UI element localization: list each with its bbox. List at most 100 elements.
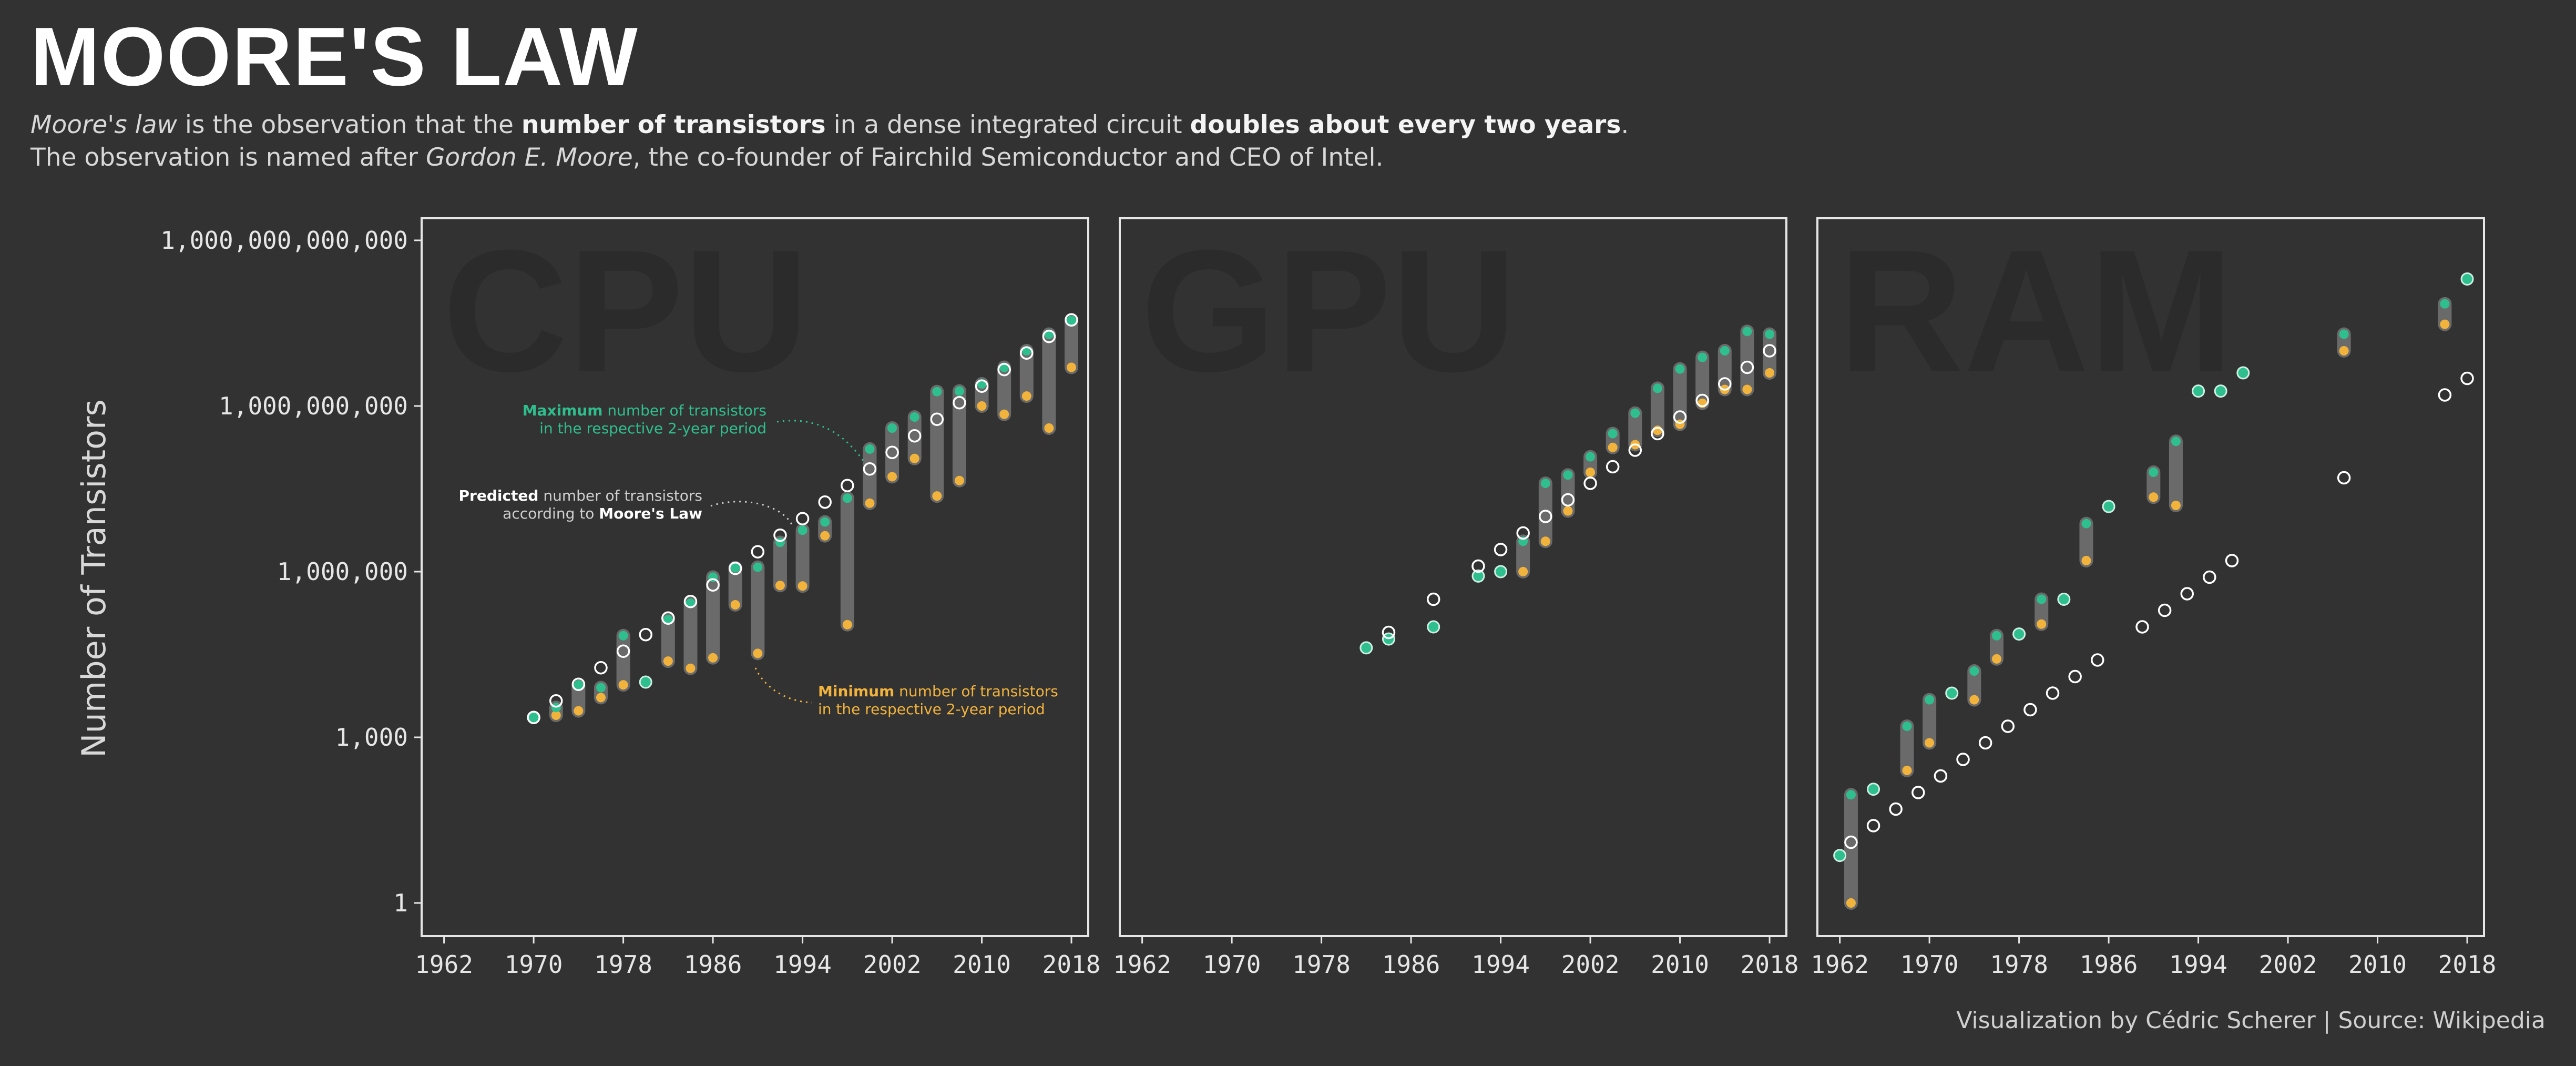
y-tick-label: 1,000 [335,723,408,752]
max-point [1067,316,1077,326]
max-point [2171,436,2181,446]
predicted-point [863,462,877,476]
max-point [2102,500,2115,513]
x-tick-label: 1962 [415,950,473,979]
min-point [1021,391,1031,401]
predicted-point [2203,570,2216,584]
annotation-predicted-line2: according to Moore's Law [503,505,702,522]
predicted-point [1471,559,1485,573]
predicted-point [885,445,899,459]
annotation-min-connector [754,667,813,704]
x-tick-label: 1978 [594,950,652,979]
panel-watermark-cpu: CPU [443,214,809,408]
subtitle-text: is the observation that the [177,110,522,139]
subtitle-text: in a dense integrated circuit [825,110,1190,139]
max-point [2037,594,2047,604]
predicted-point [706,578,720,592]
predicted-point [1065,313,1078,327]
min-point [2171,501,2181,510]
predicted-point [1628,443,1642,457]
max-point [2192,384,2205,398]
predicted-point [930,412,944,426]
predicted-point [1651,427,1664,441]
max-point [2012,627,2026,641]
predicted-point [1539,510,1552,523]
annotation-min-line1: Minimum number of transistors [818,683,1058,700]
predicted-point [2001,719,2015,733]
predicted-point [1042,329,1056,343]
max-point [2149,468,2159,477]
y-axis-label: Number of Transistors [75,399,113,758]
x-tick-label: 2010 [2348,950,2407,979]
max-point [1359,641,1373,655]
max-point [1742,327,1752,337]
max-point [2057,593,2071,606]
x-tick-label: 1970 [505,950,563,979]
max-point [932,387,942,397]
predicted-point [1911,786,1925,799]
predicted-point [2180,587,2194,601]
subtitle-bold-transistors: number of transistors [521,110,826,139]
min-point [887,472,897,482]
predicted-point [1889,802,1903,816]
predicted-point [527,710,540,724]
min-point [2339,346,2349,356]
max-point [1969,666,1979,676]
max-point [1652,383,1662,393]
predicted-point [907,429,922,443]
min-point [954,475,964,485]
predicted-point [1494,543,1508,556]
max-point [1991,631,2001,641]
min-point [977,401,987,411]
x-tick-label: 1978 [1990,950,2048,979]
min-point [820,531,830,541]
max-point [1427,620,1440,634]
max-point [2440,299,2450,309]
min-point [730,600,740,610]
predicted-point [2225,554,2239,567]
max-point [865,444,875,454]
x-tick-label: 1994 [2169,950,2227,979]
panel-cpu: CPU 1962 1970 1978 1986 1994 2002 2010 2018 1 1,00… [160,214,1100,979]
y-tick-label: 1 [393,889,408,917]
max-point [909,412,919,422]
x-tick-label: 1962 [1113,950,1171,979]
subtitle-bold-doubles: doubles about every two years [1190,110,1621,139]
min-point [551,710,561,720]
max-point [2460,272,2474,286]
predicted-point [1382,625,1396,639]
max-point [887,423,897,433]
max-point [2081,519,2091,529]
min-point [1902,766,1912,775]
x-tick-label: 2002 [2259,950,2317,979]
subtitle-text: , the co-founder of Fairchild Semiconduc… [632,143,1384,172]
panel-ram: RAM 1962 1970 1978 1986 1994 2002 2010 2018 [1811,214,2496,979]
predicted-point [1561,493,1575,507]
x-tick-label: 2002 [1561,950,1620,979]
panel-frame [421,217,1089,937]
annotation-predicted-line1: Predicted number of transistors [458,487,702,504]
predicted-point [2068,669,2082,684]
predicted-point [639,627,652,642]
predicted-point [2337,471,2351,485]
min-point [574,706,584,716]
predicted-point [2046,686,2060,700]
min-point [1765,368,1775,378]
predicted-point [1606,460,1620,474]
predicted-point [953,395,966,410]
min-point [686,663,696,673]
predicted-point [661,611,675,625]
predicted-point [2460,371,2474,385]
min-point [1969,695,1979,705]
min-point [1518,567,1528,576]
min-point [2081,556,2091,565]
min-point [1563,506,1573,516]
predicted-point [751,545,765,559]
annotation-max-line1: Maximum number of transistors [523,402,766,419]
min-point [1586,468,1596,477]
predicted-point [1934,769,1948,783]
y-tick-label: 1,000,000,000,000 [160,226,408,255]
max-point [1471,569,1485,583]
min-point [2440,319,2450,329]
panel-watermark-gpu: GPU [1141,214,1517,408]
